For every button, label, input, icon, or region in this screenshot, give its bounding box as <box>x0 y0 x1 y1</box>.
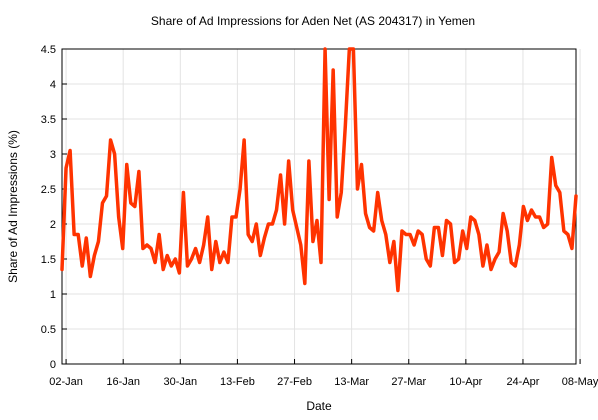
x-tick-label: 02-Jan <box>49 376 83 388</box>
x-tick-label: 27-Feb <box>277 376 312 388</box>
y-tick-label: 3 <box>50 149 56 161</box>
y-tick-label: 0 <box>50 359 56 371</box>
y-tick-label: 0.5 <box>41 324 56 336</box>
x-axis: 02-Jan 16-Jan 30-Jan 13-Feb 27-Feb 13-Mar 27-M… <box>49 359 598 388</box>
y-tick-label: 4 <box>50 79 56 91</box>
y-tick-label: 2 <box>50 219 56 231</box>
y-axis-title: Share of Ad Impressions (%) <box>6 130 20 283</box>
y-tick-label: 1.5 <box>41 254 56 266</box>
y-tick-label: 4.5 <box>41 44 56 56</box>
y-tick-label: 1 <box>50 289 56 301</box>
x-tick-label: 16-Jan <box>106 376 140 388</box>
x-tick-label: 13-Feb <box>220 376 255 388</box>
x-axis-title: Date <box>306 399 332 413</box>
x-tick-label: 27-Mar <box>391 376 426 388</box>
x-tick-label: 30-Jan <box>163 376 197 388</box>
x-tick-label: 08-May <box>562 376 598 388</box>
x-tick-label: 24-Apr <box>506 376 539 388</box>
chart-title: Share of Ad Impressions for Aden Net (AS… <box>151 14 475 28</box>
x-tick-label: 13-Mar <box>334 376 369 388</box>
series-line <box>60 47 578 293</box>
y-tick-label: 2.5 <box>41 184 56 196</box>
y-axis: 0 0.5 1 1.5 2 2.5 3 3.5 4 4.5 <box>41 44 67 371</box>
y-tick-label: 3.5 <box>41 114 56 126</box>
x-tick-label: 10-Apr <box>449 376 482 388</box>
